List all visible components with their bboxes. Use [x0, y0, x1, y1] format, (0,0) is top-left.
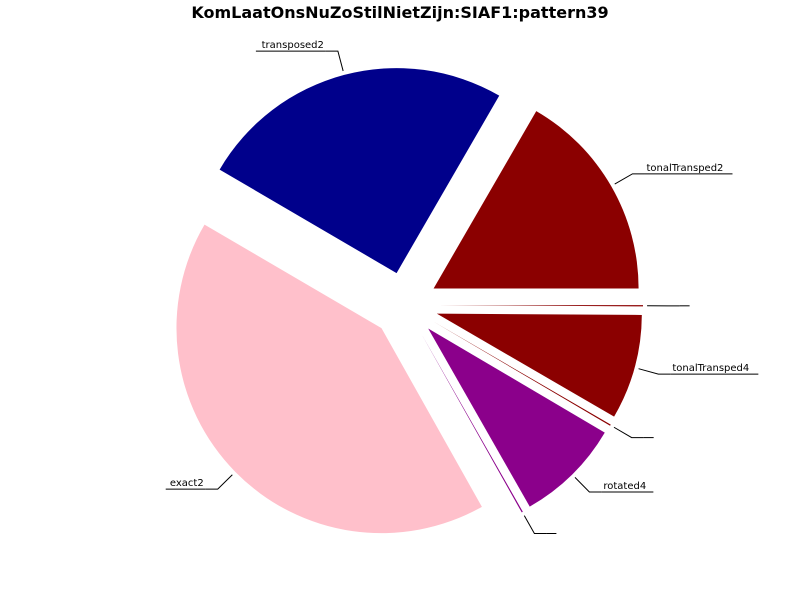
slice-leader-line — [615, 174, 645, 184]
slice-label: exact2 — [170, 478, 204, 489]
slice-leader-line — [639, 369, 671, 374]
chart-title: KomLaatOnsNuZoStilNietZijn:SIAF1:pattern… — [0, 3, 800, 22]
slice-leader-line — [575, 477, 601, 492]
slice-label: transposed2 — [262, 40, 324, 51]
pie-slice — [438, 305, 643, 306]
slice-label: tonalTransped4 — [672, 363, 749, 374]
slice-leader-line — [614, 427, 644, 437]
slice-label: rotated4 — [603, 481, 646, 492]
pie-slice — [220, 68, 500, 273]
slice-leader-line — [326, 51, 343, 71]
slice-label: tonalTransped2 — [646, 163, 723, 174]
slice-leader-line — [206, 475, 233, 489]
pie-slice — [176, 225, 481, 534]
slice-leader-line — [524, 516, 546, 534]
